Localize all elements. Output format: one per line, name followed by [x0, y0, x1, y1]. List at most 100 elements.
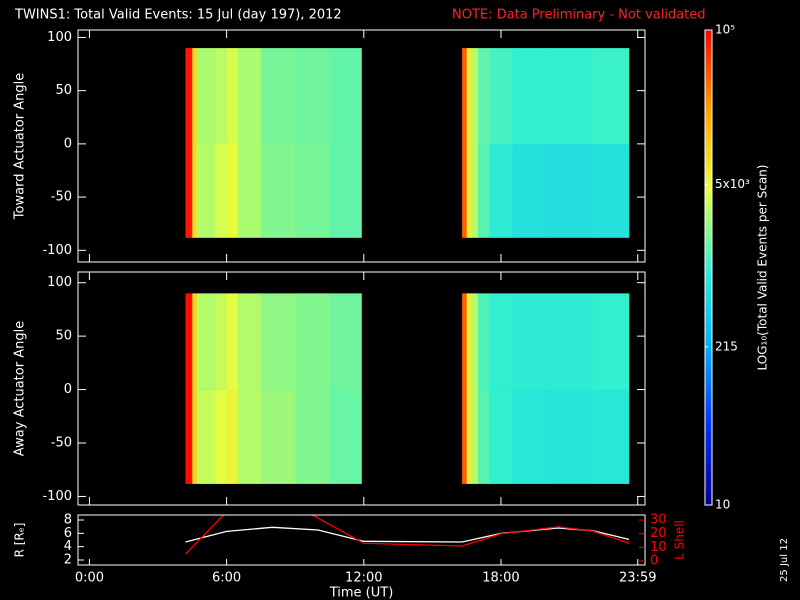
heat-cell — [466, 48, 472, 145]
colorbar-tick-label: 5x10³ — [715, 177, 750, 191]
heat-cell — [192, 389, 198, 484]
heat-cell — [238, 293, 262, 390]
colorbar-frame — [704, 29, 713, 506]
y-tick-label: 2 — [64, 553, 72, 568]
x-axis-label: Time (UT) — [329, 586, 394, 600]
heat-cell — [329, 48, 362, 145]
heat-cell — [546, 293, 593, 390]
heat-cell — [295, 389, 330, 484]
heat-cell — [295, 143, 330, 238]
x-tick-label: 18:00 — [482, 571, 519, 586]
heat-cell — [466, 143, 472, 238]
heat-cell — [462, 293, 467, 390]
heat-cell — [196, 48, 216, 145]
heat-cell — [546, 143, 593, 238]
y-axis-label: R [Rₑ] — [13, 523, 27, 558]
x-tick-label: 12:00 — [345, 571, 382, 586]
y-tick-label: -100 — [42, 489, 72, 504]
heat-cell — [260, 389, 296, 484]
series-line — [184, 515, 630, 555]
y-tick-label: 50 — [55, 329, 72, 344]
plot-frame — [77, 271, 646, 506]
x-tick-label: 0:00 — [75, 571, 104, 586]
heat-cell — [489, 143, 513, 238]
heat-cell — [238, 389, 262, 484]
heat-cell — [462, 389, 467, 484]
heat-cell — [592, 389, 630, 484]
heat-cell — [329, 293, 362, 390]
heat-cell — [215, 389, 227, 484]
heat-cell — [215, 143, 227, 238]
heat-cell — [238, 48, 262, 145]
colorbar — [705, 30, 712, 505]
plot-frame — [77, 514, 646, 566]
y-tick-label: 0 — [64, 382, 72, 397]
heat-cell — [592, 293, 630, 390]
heat-cell — [592, 48, 630, 145]
colorbar-label: LOG₁₀(Total Valid Events per Scan) — [756, 165, 770, 371]
y-tick-label: -50 — [51, 190, 72, 205]
heat-cell — [592, 143, 630, 238]
title: TWINS1: Total Valid Events: 15 Jul (day … — [14, 8, 342, 23]
y2-axis-label: L Shell — [673, 520, 687, 560]
series-line — [185, 526, 630, 543]
heat-cell — [295, 293, 330, 390]
heat-cell — [192, 143, 198, 238]
heat-cell — [196, 143, 216, 238]
y2-tick-label: 0 — [650, 554, 658, 569]
heat-cell — [215, 48, 227, 145]
y-axis-label: Away Actuator Angle — [13, 321, 28, 456]
heat-cell — [462, 48, 467, 145]
y2-tick-label: 20 — [650, 526, 667, 541]
heat-cell — [471, 389, 479, 484]
heat-cell — [226, 48, 239, 145]
heat-cell — [512, 293, 547, 390]
heat-cell — [329, 143, 362, 238]
heat-cell — [512, 143, 547, 238]
y-tick-label: 50 — [55, 83, 72, 98]
heat-cell — [478, 48, 490, 145]
heat-cell — [471, 143, 479, 238]
heat-cell — [260, 48, 296, 145]
heat-cell — [489, 48, 513, 145]
heat-cell — [466, 293, 472, 390]
heat-cell — [546, 389, 593, 484]
heat-cell — [329, 389, 362, 484]
y-tick-label: 100 — [47, 275, 72, 290]
y-tick-label: 4 — [64, 539, 72, 554]
x-tick-label: 23:59 — [619, 571, 656, 586]
heat-cell — [196, 293, 216, 390]
colorbar-tick-label: 10 — [715, 498, 730, 512]
y-tick-label: -50 — [51, 436, 72, 451]
heat-cell — [478, 293, 490, 390]
heat-cell — [185, 48, 193, 145]
heat-cell — [185, 143, 193, 238]
heat-cell — [215, 293, 227, 390]
heat-cell — [489, 389, 513, 484]
y-tick-label: 8 — [64, 513, 72, 528]
y-axis-label: Toward Actuator Angle — [13, 73, 28, 220]
heat-cell — [226, 293, 239, 390]
y-tick-label: -100 — [42, 243, 72, 258]
colorbar-tick-label: 215 — [715, 339, 738, 353]
y-tick-label: 0 — [64, 136, 72, 151]
heat-cell — [546, 48, 593, 145]
note: NOTE: Data Preliminary - Not validated — [452, 8, 706, 23]
heat-cell — [512, 389, 547, 484]
plot-frame — [77, 29, 646, 263]
heat-cell — [226, 389, 239, 484]
heat-cell — [238, 143, 262, 238]
heat-cell — [196, 389, 216, 484]
heat-cell — [462, 143, 467, 238]
heat-cell — [489, 293, 513, 390]
heat-cell — [226, 143, 239, 238]
heat-cell — [185, 389, 193, 484]
heat-cell — [192, 293, 198, 390]
y-tick-label: 6 — [64, 526, 72, 541]
heat-cell — [466, 389, 472, 484]
y2-tick-label: 10 — [650, 540, 667, 555]
colorbar-tick-label: 10⁵ — [715, 23, 735, 37]
heat-cell — [192, 48, 198, 145]
y-tick-label: 100 — [47, 30, 72, 45]
